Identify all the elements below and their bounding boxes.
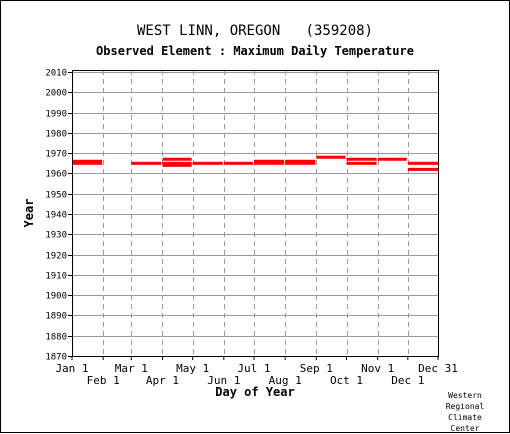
x-tick-label: Aug 1 xyxy=(269,374,302,387)
x-tick-label: Jun 1 xyxy=(207,374,240,387)
x-axis: Jan 1 Mar 1 May 1 Jul 1 Sep 1 Nov 1 Dec 31 Feb … xyxy=(55,356,458,387)
x-tick-label: Mar 1 xyxy=(115,362,148,375)
x-tick-label: Dec 1 xyxy=(391,374,424,387)
y-tick-label: 1920 xyxy=(45,252,67,262)
x-tick-label: Jul 1 xyxy=(237,362,270,375)
footer-line: Regional xyxy=(445,402,485,411)
data-segment xyxy=(162,163,192,167)
data-segment xyxy=(316,155,346,159)
x-tick-label: Jan 1 xyxy=(55,362,88,375)
footer-line: Western xyxy=(448,391,482,400)
data-segment xyxy=(407,167,438,171)
x-tick-label: Nov 1 xyxy=(361,362,394,375)
wrcc-credit: Western Regional Climate Center xyxy=(435,390,495,434)
data-segment xyxy=(285,159,316,163)
data-segment xyxy=(285,161,316,165)
data-segment xyxy=(407,161,438,165)
x-tick-label: Apr 1 xyxy=(146,374,179,387)
y-tick-label: 1900 xyxy=(45,292,67,302)
y-tick-label: 1970 xyxy=(45,150,67,160)
data-segment xyxy=(346,161,377,165)
data-segment xyxy=(162,161,192,165)
x-tick-label: May 1 xyxy=(176,362,209,375)
data-layer xyxy=(72,155,438,171)
y-tick-label: 2000 xyxy=(45,89,67,99)
x-tick-label: Sep 1 xyxy=(300,362,333,375)
y-axis-label: Year xyxy=(22,199,36,228)
data-segment xyxy=(253,161,285,165)
grid xyxy=(72,70,438,357)
y-tick-label: 1870 xyxy=(45,353,67,363)
data-segment xyxy=(223,161,253,165)
y-tick-label: 1940 xyxy=(45,211,67,221)
footer-line: Climate xyxy=(448,413,482,422)
x-axis-label: Day of Year xyxy=(215,385,294,399)
data-segment xyxy=(253,159,285,163)
y-tick-label: 1910 xyxy=(45,272,67,282)
data-segment xyxy=(72,161,103,165)
data-segment xyxy=(72,159,103,163)
y-tick-label: 1930 xyxy=(45,231,67,241)
footer-line: Center xyxy=(450,424,480,433)
y-tick-label: 1980 xyxy=(45,130,67,140)
y-tick-label: 1950 xyxy=(45,191,67,201)
data-segment xyxy=(131,161,162,165)
data-segment xyxy=(192,161,223,165)
y-axis: 2010 2000 1990 1980 1970 1960 1950 1940 1930 1920… xyxy=(45,69,72,363)
data-segment xyxy=(346,157,377,161)
y-tick-label: 1890 xyxy=(45,312,67,322)
x-tick-label: Dec 31 xyxy=(418,362,458,375)
y-tick-label: 1880 xyxy=(45,333,67,343)
data-segment xyxy=(162,157,192,161)
chart-title: WEST LINN, OREGON (359208) xyxy=(136,23,373,39)
y-tick-label: 1990 xyxy=(45,110,67,120)
plot-frame xyxy=(72,70,439,357)
x-tick-label: Oct 1 xyxy=(330,374,363,387)
x-tick-label: Feb 1 xyxy=(87,374,120,387)
chart-subtitle: Observed Element : Maximum Daily Tempera… xyxy=(96,44,414,58)
y-tick-label: 2010 xyxy=(45,69,67,79)
data-segment xyxy=(377,157,407,161)
y-tick-label: 1960 xyxy=(45,170,67,180)
